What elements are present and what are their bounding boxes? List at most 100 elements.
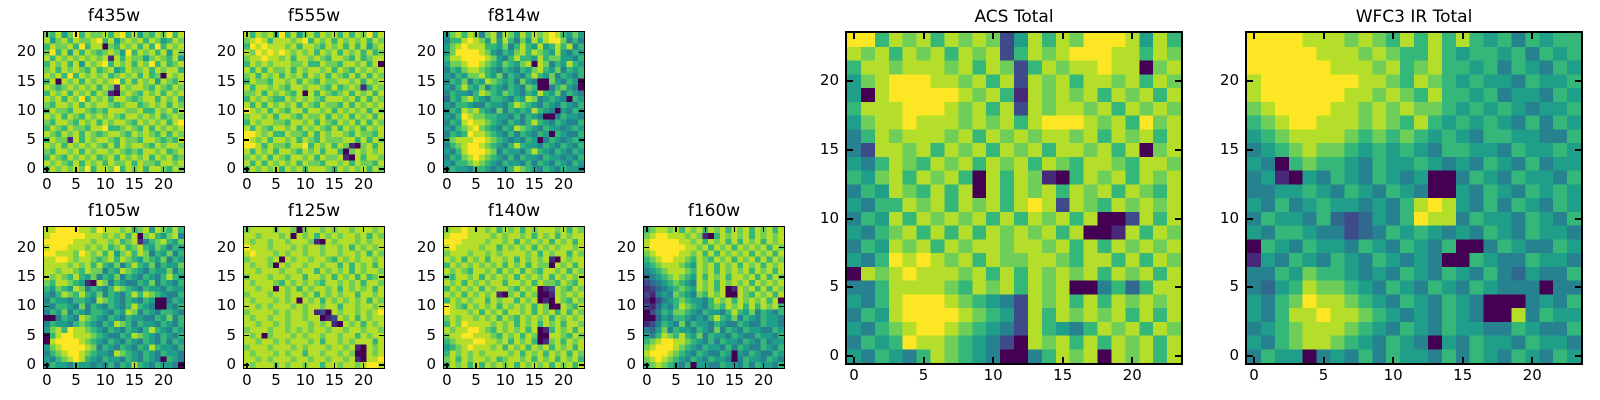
y-axis-tick xyxy=(244,276,249,278)
y-axis-tick xyxy=(847,80,853,83)
x-axis-tick xyxy=(562,363,565,368)
x-tick-label: 5 xyxy=(71,175,81,193)
y-tick-label: 10 xyxy=(819,208,839,227)
panel-f160w: f160w 0 5 10 15 20 0 5 10 15 20 xyxy=(617,201,785,389)
x-axis-tick xyxy=(475,32,477,37)
x-axis-tick xyxy=(75,167,77,172)
x-axis-tick xyxy=(333,363,336,368)
x-axis-tick xyxy=(922,33,925,39)
x-axis-tick xyxy=(104,32,106,37)
x-axis-tick xyxy=(1392,33,1395,39)
y-axis-tick xyxy=(444,246,449,249)
panel-title: f105w xyxy=(87,201,141,221)
x-tick-label: 20 xyxy=(1122,366,1142,384)
x-axis-tick xyxy=(333,32,336,37)
x-tick-label: 5 xyxy=(671,371,681,389)
y-axis-tick xyxy=(579,139,584,141)
y-tick-label: 0 xyxy=(829,346,839,365)
y-axis-tick xyxy=(179,246,184,249)
panel-title: f814w xyxy=(487,6,541,26)
y-axis-tick xyxy=(179,80,184,83)
y-tick-label: 10 xyxy=(16,296,36,315)
x-tick-label: 0 xyxy=(849,366,859,384)
y-axis-tick xyxy=(244,139,249,141)
y-axis-tick xyxy=(1575,286,1581,289)
x-tick-label: 0 xyxy=(442,175,452,193)
y-axis-tick xyxy=(44,139,49,141)
y-axis-tick xyxy=(179,364,184,366)
x-tick-label: 5 xyxy=(918,366,929,384)
x-axis-tick xyxy=(533,227,536,232)
y-tick-label: 20 xyxy=(616,237,636,256)
x-tick-label: 0 xyxy=(1249,366,1259,384)
x-axis-tick xyxy=(133,32,136,37)
y-tick-label: 5 xyxy=(1229,277,1239,296)
x-tick-label: 20 xyxy=(1522,366,1542,384)
y-axis-tick xyxy=(847,148,853,151)
y-tick-label: 20 xyxy=(16,42,36,61)
y-axis-tick xyxy=(644,364,649,366)
x-tick-label: 15 xyxy=(324,371,344,389)
y-axis-tick xyxy=(44,334,49,337)
y-axis-tick xyxy=(779,334,784,337)
y-axis-tick xyxy=(579,334,584,337)
y-tick-label: 10 xyxy=(216,296,236,315)
y-axis-tick xyxy=(244,334,249,337)
y-axis-tick xyxy=(1175,217,1181,220)
x-axis-tick xyxy=(504,167,506,172)
panel-f555w: f555w 0 5 10 15 20 0 5 10 15 20 xyxy=(217,6,385,193)
y-axis-tick xyxy=(44,276,49,278)
x-tick-label: 10 xyxy=(295,371,315,389)
x-tick-label: 15 xyxy=(1053,366,1073,384)
y-tick-label: 5 xyxy=(26,129,36,148)
y-axis-tick xyxy=(1247,286,1253,289)
y-axis-tick xyxy=(179,334,184,337)
x-axis-tick xyxy=(104,363,106,368)
panel-title: f160w xyxy=(687,201,741,221)
heatmap-canvas xyxy=(444,32,584,172)
panel-title: WFC3 IR Total xyxy=(1355,7,1473,27)
heatmap-canvas xyxy=(847,33,1181,363)
x-tick-label: 15 xyxy=(524,371,544,389)
x-tick-label: 5 xyxy=(471,371,481,389)
x-axis-tick xyxy=(922,357,925,363)
x-axis-tick xyxy=(275,363,277,368)
y-tick-label: 0 xyxy=(226,355,236,374)
y-axis-tick xyxy=(579,168,584,170)
x-axis-tick xyxy=(362,167,365,172)
y-axis-tick xyxy=(444,364,449,366)
panel-title: ACS Total xyxy=(974,7,1054,27)
x-tick-label: 5 xyxy=(271,371,281,389)
x-axis-tick xyxy=(46,32,48,37)
y-tick-label: 5 xyxy=(626,325,636,344)
y-axis-tick xyxy=(179,51,184,54)
y-tick-label: 10 xyxy=(616,296,636,315)
y-axis-tick xyxy=(379,364,384,366)
x-axis-tick xyxy=(562,32,565,37)
x-axis-tick xyxy=(246,32,248,37)
x-axis-tick xyxy=(675,227,677,232)
y-axis-tick xyxy=(244,305,249,308)
x-axis-tick xyxy=(362,227,365,232)
y-axis-tick xyxy=(179,168,184,170)
x-axis-tick xyxy=(446,227,448,232)
x-axis-tick xyxy=(992,357,995,363)
y-axis-tick xyxy=(1575,355,1581,358)
x-axis-tick xyxy=(162,227,165,232)
y-axis-tick xyxy=(244,51,249,54)
x-axis-tick xyxy=(762,227,765,232)
y-axis-tick xyxy=(1247,355,1253,358)
x-tick-label: 10 xyxy=(95,175,115,193)
x-axis-tick xyxy=(733,227,736,232)
heatmap-canvas xyxy=(244,32,384,172)
panel-title: f125w xyxy=(287,201,341,221)
y-axis-tick xyxy=(44,364,49,366)
heatmap-canvas xyxy=(44,227,184,368)
x-axis-tick xyxy=(246,227,248,232)
panel-acs-total: ACS Total 0 5 10 15 20 0 5 10 15 20 xyxy=(820,7,1183,384)
y-tick-label: 15 xyxy=(216,266,236,285)
x-axis-tick xyxy=(504,363,506,368)
y-axis-tick xyxy=(1247,80,1253,83)
y-axis-tick xyxy=(444,168,449,170)
y-axis-tick xyxy=(579,276,584,278)
